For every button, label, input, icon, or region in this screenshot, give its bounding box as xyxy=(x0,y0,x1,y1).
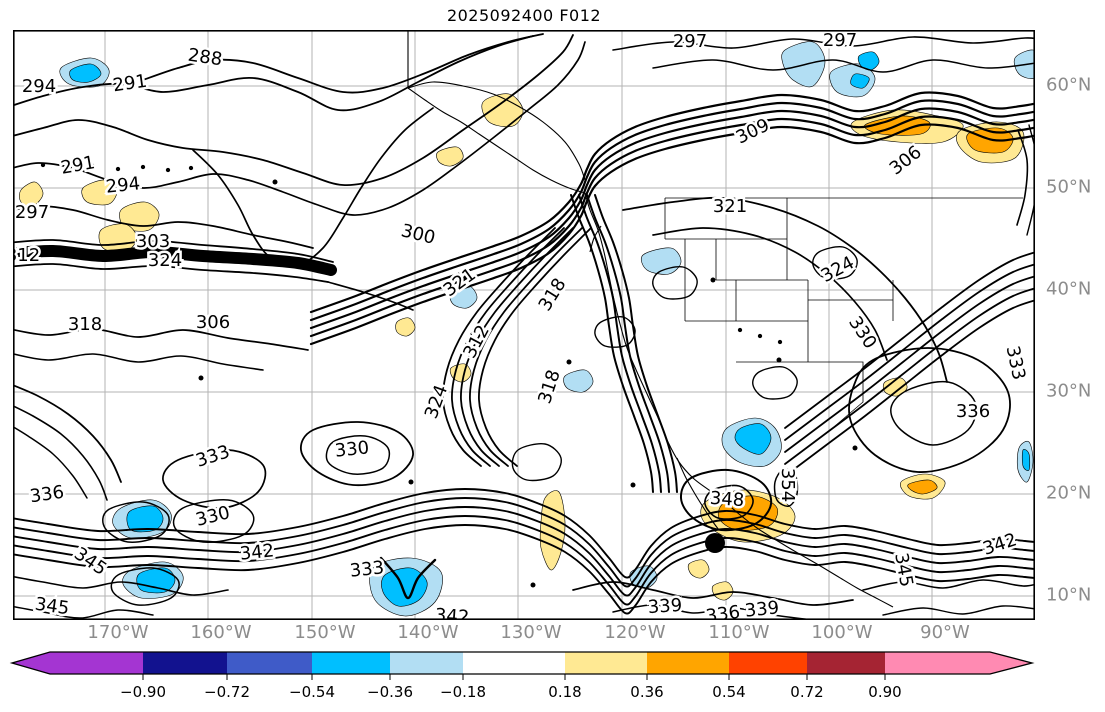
contour-label: 297 xyxy=(673,31,707,52)
contour-label: 336 xyxy=(956,401,990,422)
colorbar-tick-label: 0.90 xyxy=(868,683,901,701)
contour-label: 333 xyxy=(1002,344,1030,382)
contour-label: 333 xyxy=(349,557,385,581)
colorbar-tick-label: −0.54 xyxy=(289,683,335,701)
colorbar-outline xyxy=(9,651,1035,675)
colorbar-tick-label: −0.18 xyxy=(440,683,486,701)
contour-label: 336 xyxy=(704,602,741,620)
lon-tick-label: 100°W xyxy=(811,622,873,643)
contour-label: 354 xyxy=(777,468,798,502)
lon-tick-label: 170°W xyxy=(87,622,149,643)
contour-label: 342 xyxy=(980,529,1019,560)
colorbar-tick-label: −0.36 xyxy=(367,683,413,701)
contour-label: 339 xyxy=(744,597,780,620)
lon-tick-label: 130°W xyxy=(500,622,562,643)
lat-tick-label: 40°N xyxy=(1046,278,1092,300)
figure-title: 2025092400 F012 xyxy=(446,6,602,25)
colorbar-tick-label: −0.72 xyxy=(204,683,250,701)
contour-label: 330 xyxy=(334,437,370,461)
contour-label: 339 xyxy=(647,595,683,618)
colorbar: −0.90 −0.72 −0.54 −0.36 −0.18 0.18 0.36 0.54 0.7… xyxy=(9,651,1035,701)
contour-label: 306 xyxy=(886,142,926,180)
contour-label: 348 xyxy=(709,488,745,511)
anomaly-patches xyxy=(19,41,1035,617)
contour-label: 333 xyxy=(193,441,232,472)
colorbar-tick-label: 0.36 xyxy=(630,683,663,701)
lat-tick-label: 30°N xyxy=(1046,380,1092,402)
map-plot-area: 2882912942912942973123033243003183062972… xyxy=(13,30,1035,620)
contour-label: 303 xyxy=(136,231,170,252)
contour-label: 336 xyxy=(28,482,65,508)
lon-tick-label: 160°W xyxy=(190,622,252,643)
lon-tick-label: 90°W xyxy=(920,622,970,643)
contour-label: 342 xyxy=(434,605,470,620)
storm-marker-dot xyxy=(705,533,725,553)
colorbar-tick-label: −0.90 xyxy=(120,683,166,701)
lat-tick-label: 20°N xyxy=(1046,482,1092,504)
contour-label: 300 xyxy=(399,220,437,249)
colorbar-ticks: −0.90 −0.72 −0.54 −0.36 −0.18 0.18 0.36 0.54 0.7… xyxy=(120,674,902,701)
contour-label: 306 xyxy=(196,312,230,333)
contour-label: 294 xyxy=(105,173,141,197)
contour-label: 324 xyxy=(421,382,452,421)
lat-tick-label: 60°N xyxy=(1046,74,1092,96)
lon-tick-label: 150°W xyxy=(294,622,356,643)
lon-tick-label: 110°W xyxy=(708,622,770,643)
contour-label: 294 xyxy=(22,76,56,97)
contour-lines xyxy=(13,33,1035,620)
lat-tick-label: 50°N xyxy=(1046,176,1092,198)
lon-tick-label: 120°W xyxy=(604,622,666,643)
lat-tick-label: 10°N xyxy=(1046,584,1092,606)
contour-label: 318 xyxy=(68,314,102,335)
colorbar-tick-label: 0.54 xyxy=(712,683,745,701)
lon-tick-label: 140°W xyxy=(397,622,459,643)
contour-label: 345 xyxy=(34,594,71,620)
contour-label: 288 xyxy=(187,45,224,71)
contour-label: 297 xyxy=(823,30,857,51)
contour-label: 324 xyxy=(148,250,182,271)
contour-label: 330 xyxy=(844,313,881,353)
colorbar-segments xyxy=(12,652,1032,674)
colorbar-tick-label: 0.18 xyxy=(548,683,581,701)
contour-label: 342 xyxy=(239,540,275,564)
contour-label: 324 xyxy=(818,252,858,287)
plot-frame xyxy=(13,30,1035,620)
contour-label: 312 xyxy=(13,245,40,266)
contour-label: 318 xyxy=(534,367,565,406)
contour-label: 291 xyxy=(111,71,148,97)
colorbar-tick-label: 0.72 xyxy=(790,683,823,701)
contour-label: 321 xyxy=(713,196,747,217)
contour-label: 297 xyxy=(15,202,49,223)
